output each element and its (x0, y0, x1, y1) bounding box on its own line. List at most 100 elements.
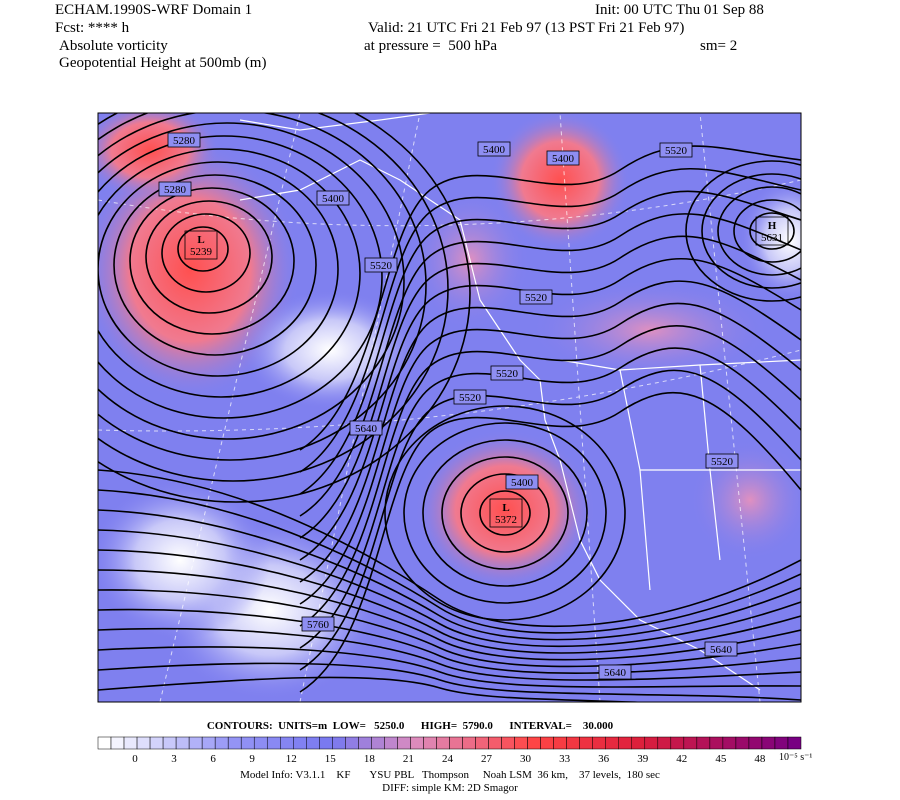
pressure-level: at pressure = 500 hPa (364, 38, 498, 54)
colorbar-label: 42 (676, 753, 687, 765)
contour-line (98, 646, 801, 688)
contour-label-box (349, 420, 383, 436)
contour-line (299, 258, 801, 561)
colorbar-swatch (240, 736, 255, 750)
model-info: Model Info: V3.1.1 KF YSU PBL Thompson N… (240, 769, 660, 781)
contour-label: 5520 (711, 456, 734, 468)
colorbar-swatch (761, 736, 776, 750)
contour-line (98, 589, 801, 668)
colorbar-swatch (475, 736, 489, 750)
contour-label-box (167, 132, 201, 148)
contour-line (98, 113, 449, 482)
colorbar-unit: 10⁻⁵ s⁻¹ (779, 752, 812, 763)
contour-label-box (659, 142, 693, 158)
contour-label-box (546, 150, 580, 166)
contour-line (98, 549, 801, 654)
contour-line (98, 113, 471, 503)
contour-line (129, 187, 295, 335)
colorbar-swatch (592, 736, 606, 750)
contour-label-box (316, 190, 350, 206)
contour-line (98, 113, 427, 461)
contour-label: 5400 (552, 153, 575, 165)
colorbar-label: 3 (171, 753, 177, 765)
contour-label: 5640 (355, 423, 378, 435)
colorbar-swatch (319, 736, 333, 750)
smoothing: sm= 2 (700, 38, 738, 54)
colorbar-label: 6 (210, 753, 216, 765)
contour-line (299, 325, 801, 627)
colorbar-swatch (553, 736, 567, 750)
colorbar-label: 15 (325, 753, 337, 765)
contour-line (299, 302, 801, 605)
contour-line (98, 469, 801, 628)
contour-label: 5760 (307, 619, 330, 631)
contour-label-box (364, 257, 398, 273)
colorbar-swatch (774, 736, 789, 750)
contour-line (299, 190, 801, 495)
colorbar-swatch (188, 736, 203, 750)
contour-line (98, 627, 801, 681)
colorbar-swatch (709, 736, 724, 750)
contour-label: 5400 (511, 477, 534, 489)
header-line: Geopotential Height at 500mb (m) (59, 55, 267, 71)
contour-line (299, 168, 801, 473)
contour-label: 5640 (710, 644, 733, 656)
contour-label-box (704, 641, 738, 657)
colorbar-swatch (358, 736, 372, 750)
contour-label: 5280 (164, 184, 187, 196)
contour-line (98, 161, 339, 377)
contour-line (98, 676, 653, 702)
contour-info: CONTOURS: UNITS=m LOW= 5250.0 HIGH= 5790… (206, 720, 614, 732)
colorbar-swatch (136, 736, 151, 750)
colorbar-swatch (227, 736, 242, 750)
center-symbol: L (502, 502, 509, 514)
valid-time: Valid: 21 UTC Fri 21 Feb 97 (13 PST Fri … (368, 20, 685, 36)
contour-label: 5640 (604, 667, 627, 679)
colorbar-label: 0 (132, 753, 138, 765)
colorbar-swatch (293, 736, 307, 750)
contour-label-box (505, 474, 539, 490)
contour-label-box (519, 289, 553, 305)
contour-line (441, 456, 569, 570)
colorbar-swatch (266, 736, 281, 750)
contour-label: 5520 (525, 292, 548, 304)
colorbar-swatch (384, 736, 398, 750)
colorbar-swatch (735, 736, 750, 750)
colorbar-swatch (488, 736, 502, 750)
colorbar-swatch (605, 736, 619, 750)
header-line: Absolute vorticity (59, 38, 168, 54)
contour-line (113, 174, 317, 356)
contour-label-box (453, 389, 487, 405)
colorbar-swatch (657, 736, 672, 750)
contour-line (403, 422, 607, 604)
contour-line (98, 569, 801, 661)
center-symbol: L (197, 234, 204, 246)
contour-label: 5520 (459, 392, 482, 404)
header-line: Fcst: **** h (55, 20, 130, 36)
colorbar-swatch (514, 736, 528, 750)
colorbar-label: 9 (249, 753, 255, 765)
center-box (184, 230, 218, 260)
contour-label-box (301, 616, 335, 632)
contour-label: 5520 (370, 260, 393, 272)
colorbar-swatch (149, 736, 164, 750)
contour-line (98, 608, 801, 674)
colorbar-swatch (436, 736, 450, 750)
colorbar-swatch (332, 736, 346, 750)
colorbar-label: 24 (442, 753, 454, 765)
contour-label-box (705, 453, 739, 469)
colorbar-swatch (162, 736, 177, 750)
contour-line (98, 529, 801, 648)
contour-label-box (477, 141, 511, 157)
contour-label: 5520 (496, 368, 519, 380)
colorbar-swatch (644, 736, 659, 750)
header-line: ECHAM.1990S-WRF Domain 1 (55, 2, 253, 18)
colorbar-label: 45 (715, 753, 727, 765)
contour-line (145, 200, 273, 314)
contour-line (177, 226, 229, 272)
colorbar-swatch (201, 736, 216, 750)
colorbar-swatch (449, 736, 463, 750)
contour-line (701, 173, 801, 289)
